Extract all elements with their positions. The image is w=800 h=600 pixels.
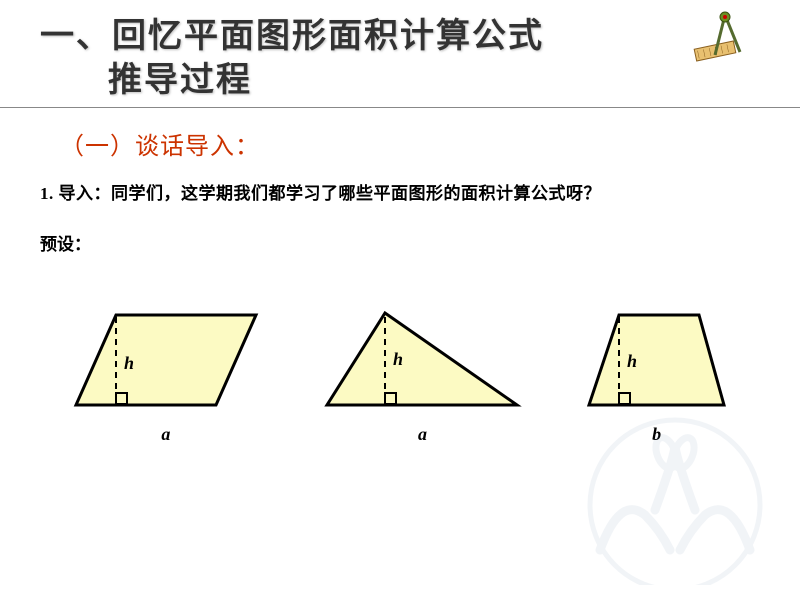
svg-text:h: h <box>393 349 403 369</box>
intro-text: 1. 导入：同学们，这学期我们都学习了哪些平面图形的面积计算公式呀？ <box>40 179 800 204</box>
triangle-figure: h a <box>317 305 527 445</box>
parallelogram-base-label: a <box>66 424 266 445</box>
compass-ruler-icon <box>690 10 750 70</box>
title-line-1: 一、回忆平面图形面积计算公式 <box>40 15 800 59</box>
parallelogram-figure: h a <box>66 305 266 445</box>
watermark-icon <box>570 395 780 590</box>
preset-label: 预设： <box>40 230 800 255</box>
slide-title: 一、回忆平面图形面积计算公式 推导过程 <box>0 0 800 103</box>
svg-text:h: h <box>124 353 134 373</box>
svg-text:h: h <box>627 351 637 371</box>
triangle-base-label: a <box>317 424 527 445</box>
section-subtitle: （一）谈话导入： <box>60 126 800 161</box>
title-line-2: 推导过程 <box>40 59 800 103</box>
title-divider <box>0 107 800 108</box>
